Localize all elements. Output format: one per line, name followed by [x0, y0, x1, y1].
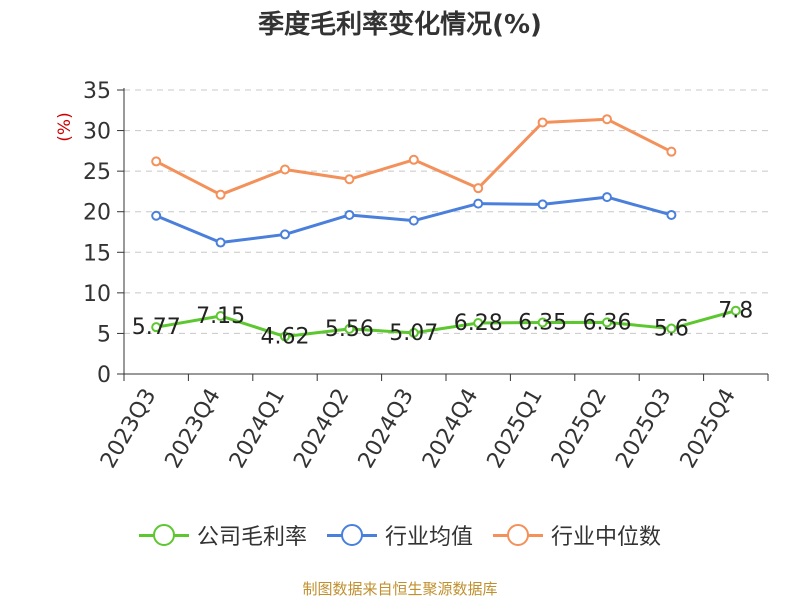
x-tick-label: 2025Q4	[676, 385, 741, 473]
data-point	[151, 156, 162, 167]
data-label: 6.36	[583, 310, 632, 335]
data-point	[215, 189, 226, 200]
series-1	[151, 305, 741, 342]
legend: 公司毛利率 行业均值 行业中位数	[0, 519, 800, 551]
series-lines	[151, 114, 741, 342]
x-tick-label: 2023Q3	[96, 385, 161, 473]
data-point	[344, 323, 355, 334]
data-label: 5.07	[389, 321, 438, 346]
y-tick-label: 10	[83, 282, 111, 307]
series-3	[151, 114, 677, 200]
legend-label: 行业均值	[384, 525, 473, 550]
y-axis-label: (%)	[55, 112, 75, 141]
source-note: 制图数据来自恒生聚源数据库	[302, 580, 498, 598]
x-tick-label: 2024Q2	[289, 385, 354, 473]
series-line	[155, 309, 737, 339]
data-label: 4.62	[261, 325, 310, 350]
legend-item-1[interactable]: 公司毛利率	[138, 519, 307, 551]
data-point	[537, 317, 548, 328]
legend-marker-icon	[493, 520, 543, 550]
data-point	[280, 331, 290, 342]
y-tick-label: 5	[97, 322, 111, 347]
data-label: 7.15	[196, 304, 245, 329]
legend-label: 公司毛利率	[196, 525, 307, 550]
y-tick-label: 20	[83, 201, 111, 226]
legend-marker-icon	[138, 520, 189, 550]
data-point	[602, 114, 612, 125]
legend-item-2[interactable]: 行业均值	[326, 519, 473, 551]
data-label: 5.56	[325, 317, 374, 342]
data-label: 5.6	[654, 317, 689, 342]
x-tick-label: 2023Q4	[160, 385, 225, 473]
y-tick-label: 0	[97, 363, 111, 388]
series-2	[151, 192, 677, 248]
data-point	[344, 209, 355, 220]
data-point	[473, 183, 484, 194]
y-tick-label: 25	[83, 160, 111, 185]
legend-item-3[interactable]: 行业中位数	[493, 519, 661, 551]
y-tick-label: 35	[83, 79, 111, 104]
data-point	[666, 323, 677, 334]
legend-label: 行业中位数	[551, 525, 662, 550]
data-label: 7.8	[718, 299, 753, 324]
data-point	[215, 237, 226, 248]
data-point	[666, 209, 677, 220]
x-tick-label: 2024Q1	[225, 385, 290, 473]
data-labels: 5.77 7.15 4.62 5.56 5.07 6.28 6.35 6.36 5.6 7.8	[132, 299, 754, 350]
data-label: 6.28	[454, 311, 503, 336]
data-point	[344, 174, 355, 185]
data-point	[151, 210, 162, 221]
x-tick-label: 2024Q3	[354, 385, 419, 473]
data-point	[537, 117, 548, 128]
data-point	[473, 198, 484, 209]
data-point	[215, 310, 226, 321]
x-tick-label: 2024Q4	[418, 385, 483, 473]
x-tick-label: 2025Q1	[482, 385, 547, 473]
data-point	[666, 146, 677, 157]
data-label: 6.35	[518, 310, 567, 335]
x-tick-label: 2025Q2	[547, 385, 612, 473]
y-tick-label: 15	[83, 241, 111, 266]
legend-marker-icon	[326, 520, 377, 550]
data-point	[602, 317, 612, 328]
data-point	[408, 215, 419, 226]
data-label: 5.77	[132, 315, 181, 340]
y-tick-label: 30	[83, 120, 111, 145]
x-tick-label: 2025Q3	[611, 385, 676, 473]
data-point	[280, 229, 290, 240]
data-point	[151, 322, 162, 333]
data-point	[280, 164, 290, 175]
data-point	[408, 154, 419, 165]
data-point	[473, 318, 484, 329]
data-point	[602, 192, 612, 203]
data-point	[537, 199, 548, 210]
data-point	[730, 305, 741, 316]
data-point	[408, 327, 419, 338]
chart-title: 季度毛利率变化情况(%)	[258, 10, 542, 40]
